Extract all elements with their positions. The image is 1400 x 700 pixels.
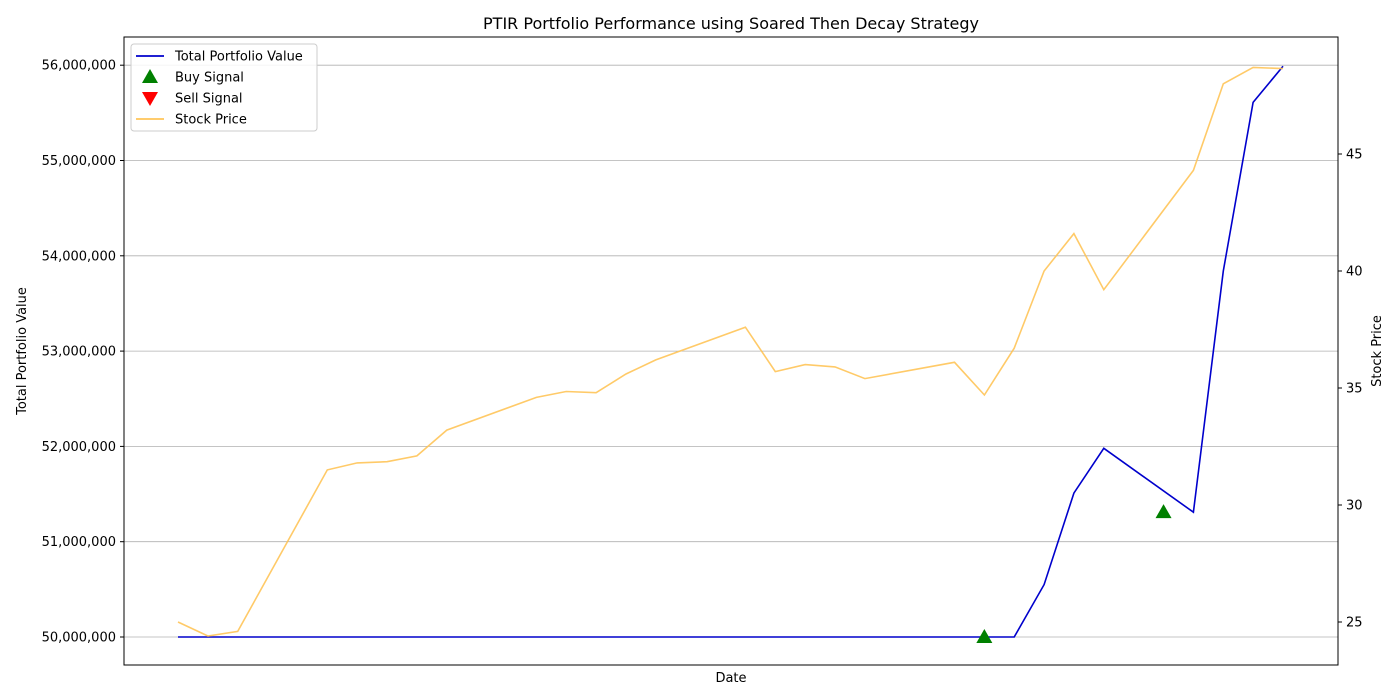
left-y-axis-label: Total Portfolio Value bbox=[15, 287, 30, 416]
left-tick-label: 56,000,000 bbox=[42, 59, 116, 74]
series-line-total-portfolio-value bbox=[178, 65, 1284, 638]
x-axis-label: Date bbox=[715, 671, 746, 686]
right-tick-label: 40 bbox=[1346, 265, 1363, 280]
chart-title: PTIR Portfolio Performance using Soared … bbox=[483, 14, 979, 33]
legend-label: Buy Signal bbox=[175, 71, 244, 86]
signal-markers bbox=[976, 504, 1172, 643]
buy-signal-marker bbox=[1155, 504, 1172, 519]
legend-swatch bbox=[142, 69, 158, 83]
right-y-axis-ticks: 25 30 35 40 45 bbox=[1338, 148, 1363, 631]
left-tick-label: 52,000,000 bbox=[42, 440, 116, 455]
legend: Total Portfolio Value Buy Signal Sell Sign… bbox=[130, 43, 318, 132]
left-tick-label: 51,000,000 bbox=[42, 535, 116, 550]
left-y-axis-ticks: 50,000,000 51,000,000 52,000,000 53,000,000… bbox=[42, 59, 124, 646]
left-tick-label: 55,000,000 bbox=[42, 154, 116, 169]
series-line-stock-price bbox=[177, 66, 1284, 637]
left-tick-label: 54,000,000 bbox=[42, 249, 116, 264]
right-tick-label: 30 bbox=[1346, 499, 1363, 514]
legend-label: Sell Signal bbox=[175, 92, 243, 107]
right-tick-label: 25 bbox=[1346, 616, 1363, 631]
buy-signal-marker bbox=[976, 629, 993, 643]
left-tick-label: 53,000,000 bbox=[42, 345, 116, 360]
right-tick-label: 45 bbox=[1346, 148, 1363, 163]
grid-lines bbox=[124, 64, 1338, 638]
legend-label: Stock Price bbox=[175, 113, 247, 128]
legend-box bbox=[130, 43, 318, 132]
right-y-axis-label: Stock Price bbox=[1370, 315, 1385, 387]
plot-series bbox=[177, 65, 1284, 638]
legend-swatch bbox=[142, 92, 158, 106]
right-tick-label: 35 bbox=[1346, 382, 1363, 397]
legend-label: Total Portfolio Value bbox=[174, 50, 303, 65]
left-tick-label: 50,000,000 bbox=[42, 631, 116, 646]
